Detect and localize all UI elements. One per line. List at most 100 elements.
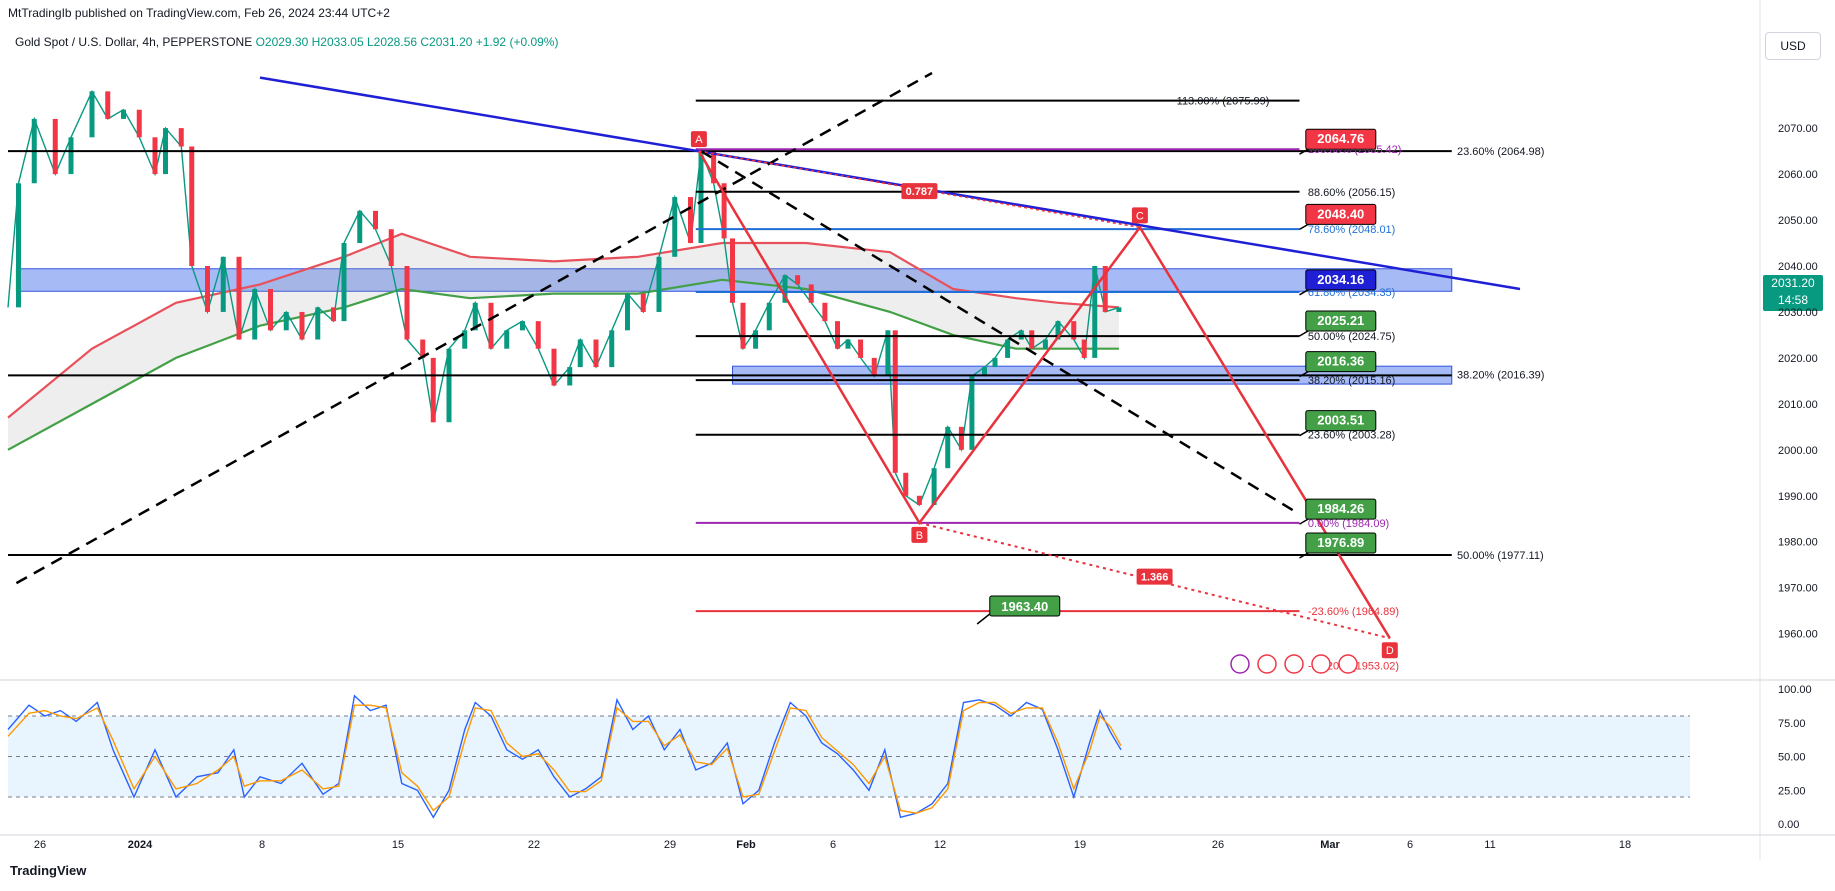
time-axis-tick: 12: [934, 839, 946, 851]
symbol-title[interactable]: Gold Spot / U.S. Dollar, 4h, PEPPERSTONE: [15, 35, 253, 49]
price-callout: [1305, 310, 1377, 332]
candle: [1018, 330, 1024, 340]
time-axis-tick: Mar: [1320, 839, 1340, 851]
price-callout: [1305, 410, 1377, 432]
price-callout-label: 1976.89: [1317, 535, 1364, 550]
time-axis-tick: 15: [392, 839, 404, 851]
candle: [740, 302, 746, 349]
pattern-point-label: D: [1386, 645, 1394, 657]
candle: [688, 197, 693, 244]
price-callout: [1305, 128, 1377, 150]
candle: [178, 128, 184, 147]
candle: [388, 229, 394, 266]
price-callout-label: 2016.36: [1317, 354, 1364, 369]
fib-level-label: 23.60% (2003.28): [1308, 430, 1395, 442]
candle: [89, 91, 95, 138]
candle: [958, 426, 964, 450]
oscillator-line-2: [7, 701, 1122, 814]
candle: [252, 288, 258, 340]
trend-line-1: [259, 76, 1521, 291]
candle: [1042, 339, 1048, 349]
candle: [283, 311, 289, 331]
candle: [462, 330, 468, 349]
time-axis-tick: 8: [259, 839, 265, 851]
candle: [268, 288, 273, 331]
ratio-badge: [1136, 568, 1173, 585]
candle: [698, 151, 704, 244]
pattern-point-marker: [690, 131, 707, 148]
ratio-badge: [901, 183, 938, 200]
candle: [1116, 307, 1122, 312]
candle: [1081, 339, 1087, 358]
candle: [822, 302, 828, 322]
price-axis-tick: 2030.00: [1778, 307, 1818, 319]
candle: [404, 265, 410, 340]
price-callout: [1305, 203, 1377, 225]
candle: [152, 137, 158, 175]
pattern-point-marker: [911, 526, 928, 543]
ma-ribbon: [8, 233, 1119, 450]
price-callout: [1305, 351, 1377, 373]
time-axis-tick: Feb: [736, 839, 756, 851]
price-axis-tick: 1970.00: [1778, 583, 1818, 595]
symbol-legend: Gold Spot / U.S. Dollar, 4h, PEPPERSTONE…: [15, 35, 558, 49]
candle: [903, 472, 909, 496]
time-axis-tick: 26: [34, 839, 46, 851]
moving-average-2: [7, 278, 1119, 451]
time-axis-tick: 6: [1407, 839, 1413, 851]
candle: [68, 137, 74, 175]
oscillator-axis-tick: 100.00: [1778, 684, 1812, 696]
candle: [420, 339, 426, 358]
price-callout-label: 1963.40: [1001, 599, 1048, 614]
fib-level-label: 113.00% (2075.99): [1177, 96, 1270, 108]
fib-level-label: -23.60% (1964.89): [1308, 606, 1399, 618]
trend-line-2: [15, 71, 933, 585]
candle: [535, 321, 541, 349]
candle: [871, 357, 877, 377]
candle: [782, 275, 788, 303]
price-callout-label: 2034.16: [1317, 272, 1364, 287]
candle: [520, 321, 525, 331]
candle: [672, 197, 678, 257]
candle: [504, 330, 510, 349]
price-callout-label: 2064.76: [1317, 131, 1364, 146]
price-axis-tick: 2000.00: [1778, 445, 1818, 457]
pattern-point-marker: [1381, 642, 1398, 659]
candle: [52, 118, 58, 175]
tradingview-logo[interactable]: TradingView: [10, 863, 87, 878]
us-flag-icon: [1284, 654, 1304, 674]
candle: [969, 376, 975, 450]
candle: [205, 265, 210, 312]
fib-level-label: 38.20% (2015.16): [1308, 375, 1395, 387]
time-axis-tick: 19: [1074, 839, 1086, 851]
candle: [331, 307, 336, 322]
candle: [625, 293, 630, 331]
us-flag-icon: [1257, 654, 1277, 674]
price-axis-tick: 1990.00: [1778, 491, 1818, 503]
candle: [551, 348, 557, 386]
candle: [16, 183, 21, 308]
pattern-point-label: B: [916, 530, 923, 542]
ohlc-values: O2029.30 H2033.05 L2028.56 C2031.20 +1.9…: [255, 35, 559, 49]
callout-pointer: [976, 613, 991, 625]
price-axis-tick: 1960.00: [1778, 629, 1818, 641]
us-flag-icon: [1338, 654, 1358, 674]
candle: [640, 293, 646, 312]
candle: [189, 146, 195, 266]
candle: [1071, 321, 1077, 340]
price-axis-tick: 2020.00: [1778, 353, 1818, 365]
fib-level-label: 38.20% (2016.39): [1457, 369, 1544, 381]
publisher-line: MtTradingIb published on TradingView.com…: [8, 6, 390, 20]
currency-button[interactable]: USD: [1765, 32, 1821, 60]
pattern-point-label: A: [695, 134, 703, 146]
time-axis-tick: 18: [1619, 839, 1631, 851]
price-axis-tick: 2050.00: [1778, 215, 1818, 227]
fib-level-label: 78.60% (2048.01): [1308, 224, 1395, 236]
candle: [593, 339, 599, 368]
time-axis-tick: 29: [664, 839, 676, 851]
candle: [892, 330, 898, 473]
candle: [1102, 265, 1108, 312]
price-callout: [989, 595, 1061, 617]
fib-level-label: 88.60% (2056.15): [1308, 187, 1395, 199]
